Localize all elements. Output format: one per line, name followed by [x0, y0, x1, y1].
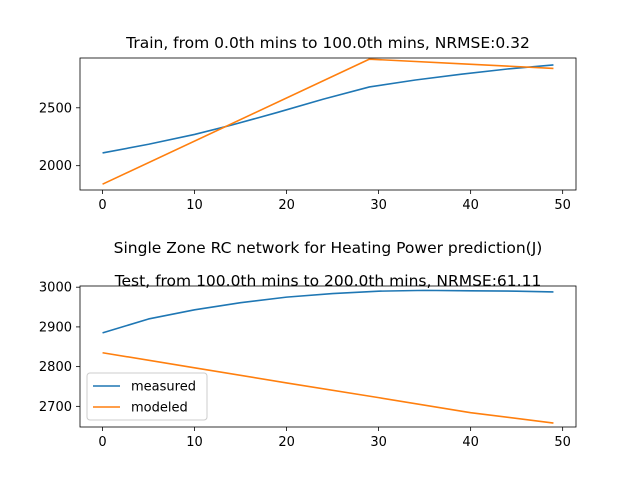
y-tick-label: 3000: [39, 281, 72, 296]
x-tick-label: 40: [462, 198, 479, 213]
y-tick-label: 2500: [39, 101, 72, 116]
figure-suptitle: Single Zone RC network for Heating Power…: [114, 239, 543, 257]
y-tick-label: 2800: [39, 360, 72, 375]
x-tick-label: 30: [370, 435, 387, 450]
legend: measured modeled: [86, 372, 208, 421]
x-tick-label: 10: [186, 435, 203, 450]
legend-label-modeled: modeled: [131, 401, 188, 416]
x-tick-label: 0: [98, 198, 106, 213]
x-tick-label: 50: [554, 198, 571, 213]
x-tick-label: 20: [278, 435, 295, 450]
chart-title: Train, from 0.0th mins to 100.0th mins, …: [125, 34, 530, 52]
axes-frame: [79, 57, 577, 191]
legend-box: [86, 372, 208, 421]
series-line-modeled: [102, 58, 554, 185]
legend-label-measured: measured: [131, 380, 196, 395]
series-line-modeled: [102, 351, 554, 424]
test-chart: Test, from 100.0th mins to 200.0th mins,…: [39, 272, 577, 450]
train-chart: Train, from 0.0th mins to 100.0th mins, …: [39, 34, 577, 213]
x-tick-label: 0: [98, 435, 106, 450]
x-tick-label: 10: [186, 198, 203, 213]
chart-title: Test, from 100.0th mins to 200.0th mins,…: [114, 272, 542, 290]
x-tick-label: 50: [554, 435, 571, 450]
series-line-measured: [102, 289, 554, 334]
y-tick-label: 2700: [39, 400, 72, 415]
y-tick-label: 2000: [39, 159, 72, 174]
x-tick-label: 40: [462, 435, 479, 450]
x-tick-label: 20: [278, 198, 295, 213]
axes-frame: [79, 285, 577, 428]
series-line-measured: [102, 64, 554, 154]
x-tick-label: 30: [370, 198, 387, 213]
y-tick-label: 2900: [39, 320, 72, 335]
